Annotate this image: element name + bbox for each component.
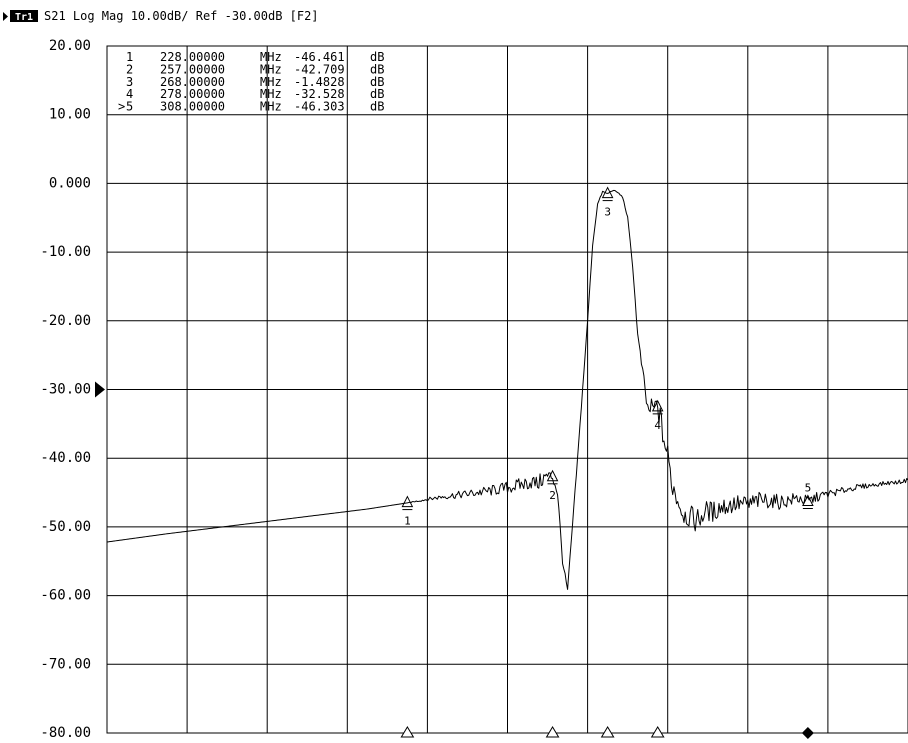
marker-table-frequency: 268.00000 xyxy=(160,75,225,89)
y-tick-label: -40.00 xyxy=(40,450,91,466)
trace-series xyxy=(106,189,908,590)
marker-table-frequency-unit: MHz xyxy=(260,50,282,64)
active-trace-icon xyxy=(3,12,8,21)
marker-1-label: 1 xyxy=(404,515,411,528)
marker-table-id: 3 xyxy=(126,75,133,89)
marker-2-triangle xyxy=(546,469,559,482)
marker-table-id: 5 xyxy=(126,100,133,114)
y-tick-label: -30.00 xyxy=(40,382,91,398)
marker-table-value-unit: dB xyxy=(370,87,384,101)
marker-table-value-unit: dB xyxy=(370,75,384,89)
marker-table-value: -1.4828 xyxy=(294,75,345,89)
plot-grid xyxy=(106,45,908,734)
y-tick-label: -50.00 xyxy=(40,519,91,535)
marker-table-value: -42.709 xyxy=(294,62,345,76)
y-tick-label: -60.00 xyxy=(40,588,91,604)
trace-label: S21 Log Mag 10.00dB/ Ref -30.00dB [F2] xyxy=(44,9,319,23)
marker-table-frequency: 257.00000 xyxy=(160,62,225,76)
marker-table-frequency-unit: MHz xyxy=(260,87,282,101)
marker-table-value: -46.303 xyxy=(294,100,345,114)
marker-table-frequency: 278.00000 xyxy=(160,87,225,101)
marker-5-label: 5 xyxy=(805,482,812,495)
marker-table-id: 1 xyxy=(126,50,133,64)
marker-3-label: 3 xyxy=(604,206,611,219)
title-bar: Tr1 S21 Log Mag 10.00dB/ Ref -30.00dB [F… xyxy=(3,9,319,23)
marker-table-value-unit: dB xyxy=(370,100,384,114)
marker-table-value: -32.528 xyxy=(294,87,345,101)
marker-table-frequency-unit: MHz xyxy=(260,62,282,76)
marker-4-label: 4 xyxy=(654,419,661,432)
reference-level-icon xyxy=(95,381,105,398)
stimulus-marker-icon xyxy=(400,726,415,738)
trace-badge: Tr1 xyxy=(15,12,33,23)
marker-table-frequency-unit: MHz xyxy=(260,75,282,89)
marker-table-id: 4 xyxy=(126,87,133,101)
y-tick-label: 0.000 xyxy=(49,175,91,191)
trace-badge-background xyxy=(10,10,38,22)
marker-table-id: 2 xyxy=(126,62,133,76)
marker-table-active-indicator: > xyxy=(118,100,125,114)
stimulus-marker-icon xyxy=(545,726,560,738)
marker-table-frequency: 228.00000 xyxy=(160,50,225,64)
y-tick-label: -80.00 xyxy=(40,725,91,741)
stimulus-markers xyxy=(400,726,814,739)
marker-table-value-unit: dB xyxy=(370,50,384,64)
y-tick-label: -20.00 xyxy=(40,313,91,329)
active-stimulus-marker-icon xyxy=(801,727,814,739)
y-axis: 20.00 10.00 0.000 -10.00 -20.00 -30.00 -40.00 -… xyxy=(40,38,105,741)
y-tick-label: -10.00 xyxy=(40,244,91,260)
y-tick-label: -70.00 xyxy=(40,656,91,672)
marker-table: 1 228.00000 MHz -46.461 dB 2 257.00000 MHz -42.7… xyxy=(118,50,384,114)
trace-line xyxy=(106,189,908,590)
marker-4-triangle xyxy=(651,399,664,412)
y-tick-label: 20.00 xyxy=(49,38,91,54)
stimulus-marker-icon xyxy=(650,726,665,738)
marker-2-label: 2 xyxy=(549,489,556,502)
marker-table-value: -46.461 xyxy=(294,50,345,64)
y-tick-label: 10.00 xyxy=(49,107,91,123)
marker-1-triangle xyxy=(401,495,414,508)
marker-3-triangle xyxy=(601,186,614,199)
marker-5-triangle xyxy=(802,494,814,507)
marker-table-frequency-unit: MHz xyxy=(260,100,282,114)
marker-annotations: 1 2 3 4 5 xyxy=(401,186,814,528)
marker-table-frequency: 308.00000 xyxy=(160,100,225,114)
plot-border xyxy=(106,45,908,734)
stimulus-marker-icon xyxy=(600,726,615,738)
marker-table-value-unit: dB xyxy=(370,62,384,76)
